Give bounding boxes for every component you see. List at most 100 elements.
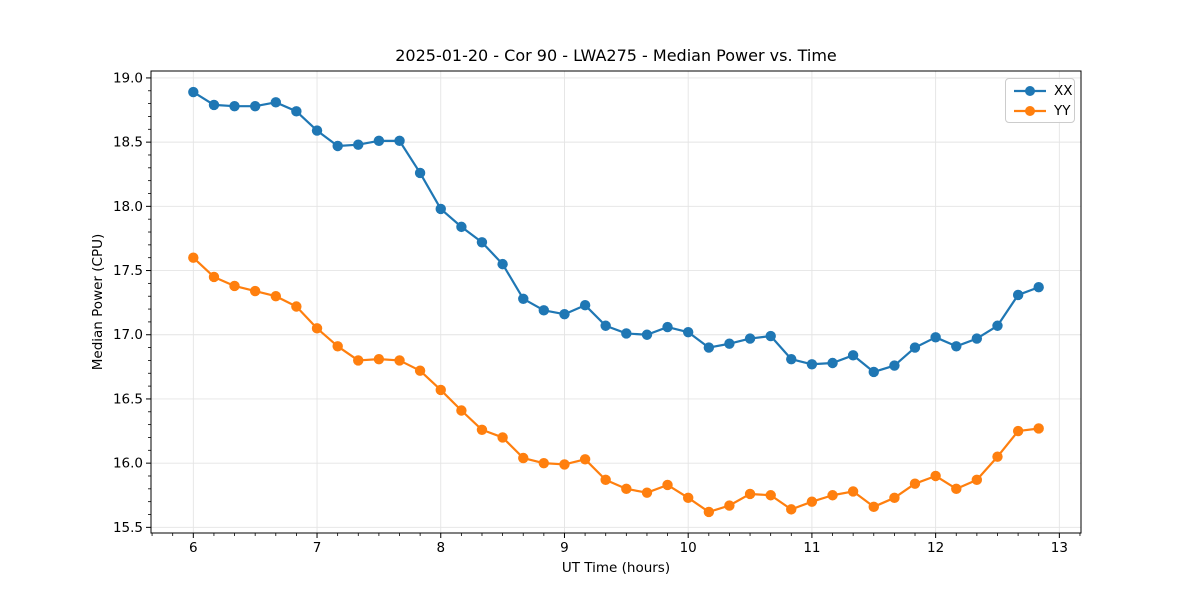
data-point-yy: [456, 405, 467, 416]
data-point-yy: [786, 504, 797, 515]
legend-entry-yy: YY: [1013, 101, 1074, 121]
data-point-xx: [930, 332, 941, 343]
data-point-xx: [971, 333, 983, 344]
data-point-xx: [435, 203, 446, 215]
data-point-yy: [229, 280, 240, 292]
data-point-xx: [456, 221, 467, 233]
x-tick-label: 10: [680, 540, 697, 556]
x-tick-label: 9: [560, 540, 569, 556]
data-point-yy: [951, 483, 962, 495]
data-point-xx: [414, 167, 426, 179]
legend: XX YY: [1005, 78, 1075, 123]
legend-line-marker-yy: [1014, 106, 1046, 116]
data-point-xx: [208, 99, 220, 111]
y-tick-label: 18.5: [113, 135, 143, 151]
data-point-yy: [394, 355, 405, 366]
data-point-yy: [538, 457, 550, 469]
data-point-xx: [579, 300, 591, 311]
series-line-yy: [192, 256, 1040, 514]
data-point-xx: [332, 140, 343, 152]
data-point-xx: [909, 342, 921, 353]
data-point-xx: [249, 100, 261, 112]
data-point-xx: [889, 360, 900, 371]
y-tick-label: 18.0: [113, 199, 143, 215]
data-point-xx: [394, 135, 405, 147]
y-tick-label: 15.5: [113, 520, 143, 536]
data-point-xx: [373, 135, 385, 147]
data-point-xx: [765, 330, 776, 342]
data-point-yy: [765, 490, 776, 501]
legend-label-yy: YY: [1054, 103, 1071, 119]
data-point-yy: [992, 451, 1003, 462]
data-point-xx: [311, 125, 323, 136]
data-point-xx: [682, 326, 694, 338]
data-point-xx: [229, 100, 240, 112]
data-point-yy: [744, 488, 756, 500]
y-tick-label: 16.0: [113, 456, 143, 472]
data-point-xx: [786, 353, 797, 365]
y-tick-label: 17.0: [113, 327, 143, 343]
data-point-yy: [559, 459, 570, 470]
data-point-xx: [291, 106, 302, 117]
data-point-yy: [827, 490, 838, 501]
data-point-xx: [538, 305, 550, 316]
data-point-xx: [951, 341, 962, 352]
legend-label-xx: XX: [1054, 83, 1073, 99]
data-point-yy: [291, 301, 302, 312]
data-point-yy: [497, 432, 508, 443]
data-point-xx: [497, 258, 508, 270]
data-point-yy: [703, 506, 715, 518]
data-point-yy: [621, 483, 632, 495]
data-point-yy: [353, 355, 364, 366]
data-point-xx: [1033, 282, 1044, 293]
data-point-yy: [889, 492, 900, 504]
data-point-yy: [930, 470, 941, 482]
data-point-xx: [476, 237, 488, 248]
data-point-xx: [827, 357, 838, 369]
data-point-xx: [353, 139, 364, 150]
data-point-yy: [641, 487, 653, 498]
data-point-yy: [868, 501, 879, 513]
data-point-xx: [518, 293, 529, 304]
data-point-yy: [311, 323, 323, 334]
data-point-yy: [724, 500, 735, 511]
data-point-yy: [208, 271, 220, 283]
data-point-xx: [703, 342, 715, 353]
data-point-yy: [1012, 425, 1024, 437]
data-point-yy: [249, 285, 261, 297]
data-point-yy: [476, 424, 488, 435]
data-point-yy: [270, 291, 282, 302]
data-point-xx: [744, 333, 756, 344]
data-point-yy: [373, 353, 385, 365]
data-point-xx: [641, 329, 653, 340]
axes-spines: [150, 70, 1082, 534]
data-point-yy: [414, 365, 426, 376]
data-point-yy: [435, 384, 446, 396]
data-point-xx: [992, 320, 1003, 331]
x-tick-label: 6: [189, 540, 198, 556]
x-axis-label: UT Time (hours): [561, 560, 671, 576]
data-point-xx: [559, 308, 570, 320]
data-point-xx: [600, 320, 611, 331]
chart-title: 2025-01-20 - Cor 90 - LWA275 - Median Po…: [395, 46, 837, 65]
data-point-yy: [847, 486, 859, 497]
data-point-yy: [909, 478, 921, 489]
x-tick-label: 8: [436, 540, 445, 556]
data-point-xx: [662, 321, 673, 333]
x-tick-label: 12: [927, 540, 944, 556]
data-point-yy: [332, 341, 343, 352]
data-point-xx: [270, 97, 282, 108]
data-point-xx: [621, 328, 632, 339]
y-tick-label: 19.0: [113, 70, 143, 86]
data-point-yy: [971, 474, 983, 486]
y-tick-label: 17.5: [113, 263, 143, 279]
y-tick-label: 16.5: [113, 391, 143, 407]
data-point-xx: [188, 86, 199, 98]
x-tick-label: 11: [803, 540, 820, 556]
data-point-yy: [188, 252, 199, 263]
x-tick-label: 7: [313, 540, 322, 556]
data-point-yy: [806, 496, 818, 507]
data-point-yy: [600, 474, 611, 486]
